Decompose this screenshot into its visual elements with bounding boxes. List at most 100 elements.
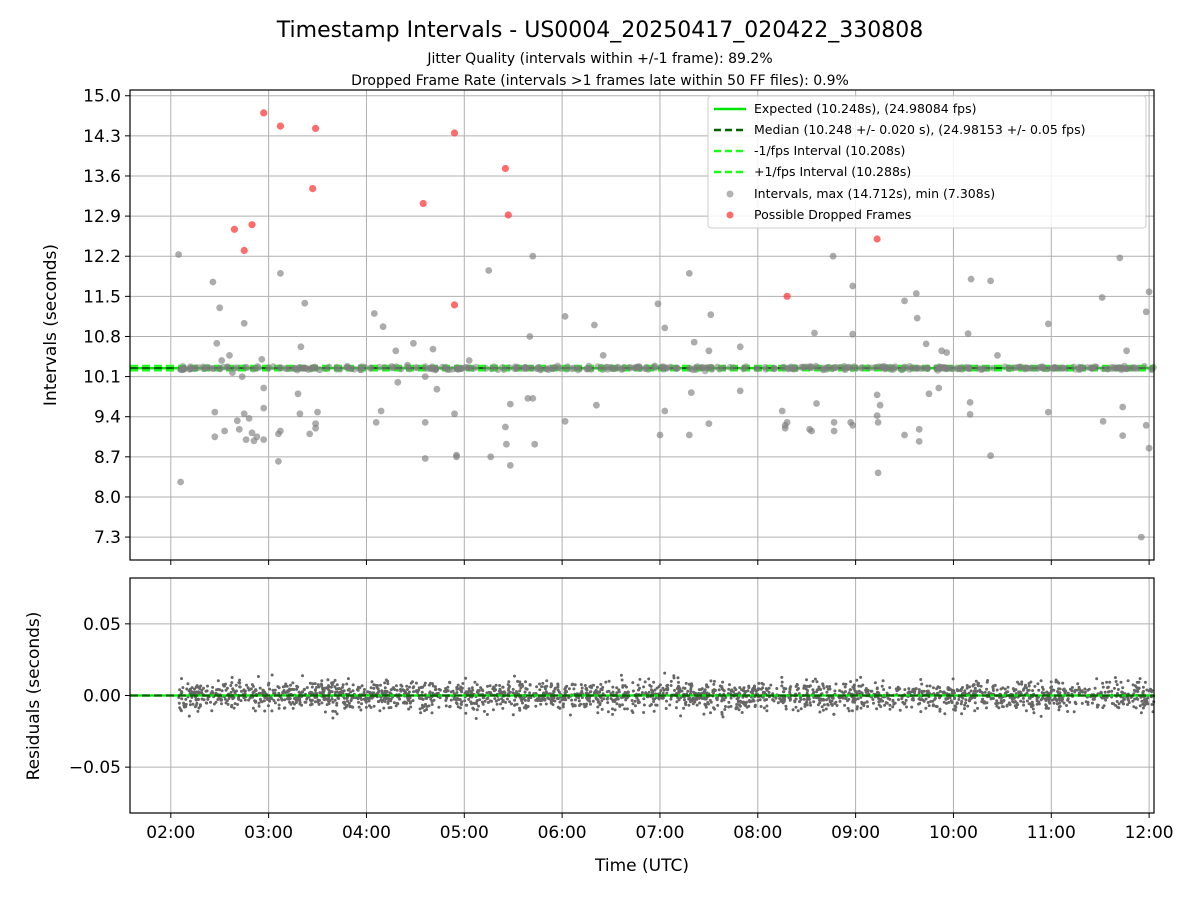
residual-point — [392, 701, 396, 705]
residual-point — [784, 687, 788, 691]
residual-point — [521, 701, 524, 705]
residual-point — [642, 697, 646, 701]
interval-point-104 — [876, 401, 884, 409]
residual-point — [518, 708, 522, 712]
residual-point — [525, 687, 529, 691]
residual-point — [903, 688, 907, 692]
interval-point-16 — [240, 410, 248, 418]
residual-point — [611, 685, 615, 689]
residual-point — [974, 679, 978, 683]
residual-point — [658, 691, 662, 695]
residual-point — [882, 688, 886, 691]
residual-point — [769, 683, 773, 687]
residual-point — [1056, 690, 1059, 693]
interval-point-29 — [277, 427, 284, 435]
interval-point-band — [535, 363, 543, 371]
interval-point-band — [889, 364, 896, 371]
residual-point — [178, 688, 182, 692]
residual-point — [333, 685, 337, 689]
residual-point — [961, 686, 964, 689]
interval-point-band — [845, 363, 853, 371]
residual-point — [253, 709, 257, 713]
residual-point — [1057, 705, 1061, 709]
residual-point — [983, 701, 987, 705]
residual-point — [684, 681, 688, 685]
residual-point — [263, 709, 267, 713]
interval-point-band — [333, 365, 341, 373]
residual-point — [1141, 706, 1145, 710]
residual-point — [793, 700, 797, 704]
residual-point — [695, 703, 699, 707]
residual-point — [518, 683, 522, 687]
residual-point — [942, 690, 946, 694]
residual-point — [494, 699, 498, 703]
interval-point-band — [186, 365, 194, 373]
residual-point — [464, 703, 468, 707]
residual-point — [995, 704, 999, 708]
residual-point — [477, 704, 480, 708]
residual-point — [449, 690, 453, 694]
residual-point — [724, 696, 728, 699]
interval-point-113 — [925, 390, 933, 398]
residual-point — [751, 698, 755, 702]
residual-point — [1083, 687, 1087, 691]
residual-point — [205, 689, 209, 693]
residual-point — [885, 701, 889, 705]
residual-point — [407, 690, 411, 694]
residual-point — [600, 707, 604, 711]
interval-point-8 — [221, 427, 229, 435]
residual-point — [186, 682, 190, 686]
residual-point — [780, 680, 784, 684]
dropped-frame-point-1 — [240, 246, 248, 255]
residual-point — [905, 705, 908, 709]
residual-point — [188, 699, 192, 703]
residual-point — [210, 690, 214, 693]
residual-point — [577, 696, 581, 700]
residual-point — [556, 682, 560, 686]
residual-point — [408, 685, 411, 689]
interval-point-120 — [967, 275, 975, 283]
residual-point — [963, 691, 967, 695]
residual-point — [1012, 700, 1016, 704]
residual-point — [308, 681, 312, 685]
residual-point — [805, 678, 808, 682]
interval-point-band — [413, 364, 421, 372]
residual-point — [849, 680, 853, 684]
residual-point — [1115, 700, 1119, 703]
residual-point — [200, 691, 204, 695]
residual-point — [475, 702, 479, 706]
residual-point — [488, 684, 492, 688]
residual-point — [613, 698, 617, 702]
residual-point — [212, 702, 216, 706]
residual-point — [507, 688, 510, 692]
residual-point — [563, 687, 567, 691]
residual-point — [729, 704, 733, 708]
residual-point — [672, 674, 676, 678]
residual-point — [270, 673, 274, 677]
interval-point-band — [924, 365, 932, 372]
residual-point — [322, 689, 326, 693]
residual-point — [995, 688, 999, 692]
interval-point-band — [389, 364, 397, 371]
interval-point-127 — [1099, 417, 1107, 425]
residual-point — [529, 696, 533, 700]
residual-point — [558, 706, 562, 710]
residual-point — [604, 680, 608, 684]
residual-point — [485, 691, 489, 695]
residual-point — [952, 707, 956, 711]
residual-point — [787, 696, 791, 700]
residual-point — [767, 691, 771, 694]
interval-point-band — [908, 364, 916, 372]
residual-point — [331, 716, 335, 720]
residual-point — [480, 688, 484, 692]
interval-point-133 — [1142, 308, 1150, 316]
residual-point — [621, 684, 625, 688]
residual-point — [316, 683, 320, 687]
interval-point-122 — [987, 452, 994, 460]
residual-point — [891, 705, 895, 709]
interval-point-band — [285, 365, 293, 372]
residual-point — [651, 697, 655, 701]
residual-point — [809, 703, 813, 707]
interval-point-band — [494, 366, 502, 373]
residual-point — [722, 689, 726, 693]
